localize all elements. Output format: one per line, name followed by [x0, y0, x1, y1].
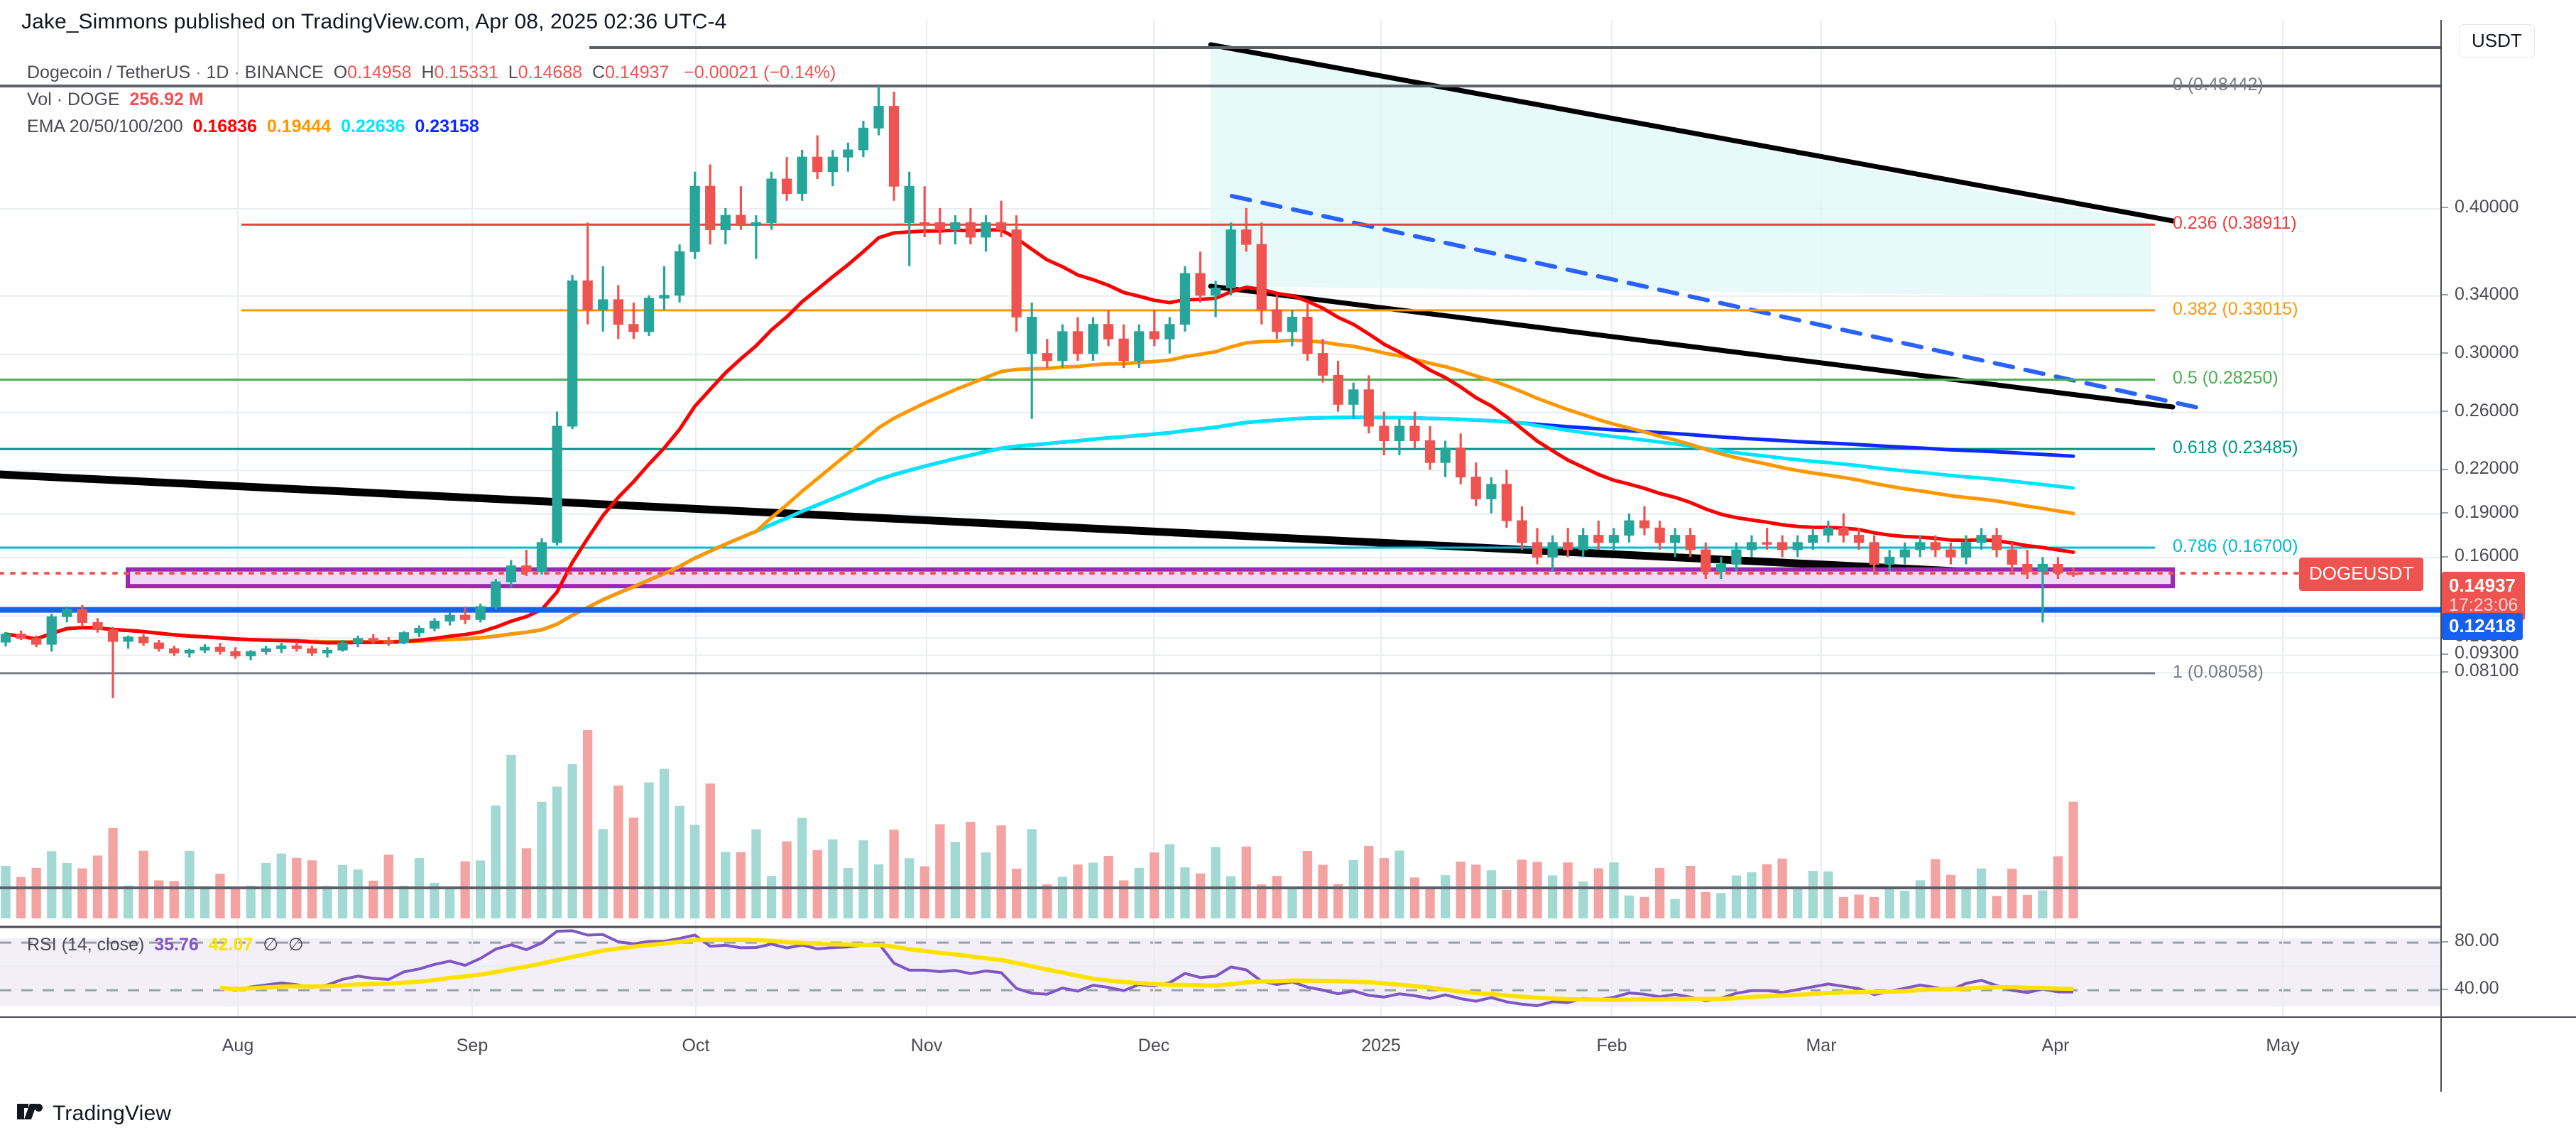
legend-volume-label: Vol · DOGE: [27, 89, 120, 109]
time-axis-tick-feb: Feb: [1596, 1036, 1627, 1055]
price-axis[interactable]: USDT 0.40000 0.34000 0.30000 0.26000 0.22000…: [2440, 20, 2576, 1016]
legend-volume-value: 256.92 M: [129, 89, 204, 109]
legend-high-key: H: [421, 63, 435, 82]
axis-tick-dash: [2442, 512, 2448, 514]
legend-ohlc-row[interactable]: Dogecoin / TetherUS · 1D · BINANCE O0.14…: [27, 64, 836, 82]
tradingview-logo[interactable]: TradingView: [17, 1102, 171, 1126]
time-axis[interactable]: Aug Sep Oct Nov Dec 2025 Feb Mar Apr May: [0, 1016, 2440, 1093]
price-axis-tick-6: 0.16000: [2442, 545, 2518, 566]
legend-ema100-value: 0.22636: [341, 116, 405, 136]
legend-low-key: L: [508, 63, 518, 82]
axis-tick-dash: [2442, 294, 2448, 296]
fib-label-2: 0.382 (0.33015): [2173, 298, 2298, 319]
fib-label-6: 1 (0.08058): [2173, 661, 2264, 682]
price-pane[interactable]: [0, 20, 2440, 928]
axis-tick-dash: [2442, 352, 2448, 354]
axis-corner: [2440, 1016, 2576, 1093]
time-axis-tick-oct: Oct: [682, 1036, 710, 1055]
footer: TradingView: [0, 1092, 2576, 1140]
last-price-badge[interactable]: 0.14937 17:23:06: [2442, 572, 2526, 621]
rsi-legend[interactable]: RSI (14, close) 35.76 42.07 ∅ ∅: [27, 934, 304, 955]
axis-tick-dash: [2442, 555, 2448, 558]
rsi-legend-empty-2: ∅: [288, 935, 304, 955]
legend-high-value: 0.15331: [434, 63, 498, 82]
time-axis-tick-may: May: [2266, 1036, 2300, 1055]
fib-label-3: 0.5 (0.28250): [2173, 368, 2278, 389]
time-axis-tick-mar: Mar: [1806, 1036, 1837, 1055]
legend-sep-2: ·: [234, 63, 240, 82]
legend-ema-label: EMA 20/50/100/200: [27, 116, 183, 136]
legend-volume-row[interactable]: Vol · DOGE 256.92 M: [27, 91, 836, 109]
price-pane-canvas: [0, 20, 2440, 928]
price-axis-tick-4: 0.22000: [2442, 458, 2518, 479]
axis-tick-dash: [2442, 468, 2448, 470]
legend-ema20-value: 0.16836: [192, 116, 257, 136]
tradingview-wordmark: TradingView: [53, 1102, 172, 1125]
price-axis-tick-0: 0.40000: [2442, 197, 2518, 217]
tradingview-mark-icon: [17, 1104, 43, 1119]
series-price-tag: DOGEUSDT: [2299, 558, 2424, 592]
last-price-countdown: 17:23:06: [2449, 595, 2518, 615]
rsi-legend-name: RSI (14, close): [27, 935, 145, 955]
legend-ema200-value: 0.23158: [415, 116, 479, 136]
fib-label-4: 0.618 (0.23485): [2173, 438, 2298, 458]
time-axis-tick-aug: Aug: [222, 1036, 254, 1055]
legend-sep-1: ·: [195, 63, 202, 82]
legend-close-value: 0.14937: [605, 63, 670, 82]
chart-legend: Dogecoin / TetherUS · 1D · BINANCE O0.14…: [27, 64, 836, 145]
ema200-price-badge[interactable]: 0.12418: [2442, 612, 2523, 641]
axis-tick-dash: [2442, 207, 2448, 209]
rsi-legend-value: 35.76: [154, 935, 199, 955]
price-axis-tick-5: 0.19000: [2442, 502, 2518, 523]
legend-symbol[interactable]: Dogecoin / TetherUS: [27, 63, 191, 82]
fib-label-0: 0 (0.48442): [2173, 75, 2264, 95]
time-axis-tick-apr: Apr: [2041, 1036, 2070, 1055]
axis-tick-dash: [2442, 653, 2448, 655]
rsi-axis-tick-1: 40.00: [2442, 978, 2499, 999]
price-axis-tick-2: 0.30000: [2442, 342, 2518, 363]
axis-tick-dash: [2442, 988, 2448, 990]
legend-open-key: O: [333, 63, 348, 82]
rsi-legend-empty-1: ∅: [263, 935, 278, 955]
price-axis-tick-10: 0.08100: [2442, 661, 2518, 681]
rsi-axis-tick-0: 80.00: [2442, 930, 2499, 951]
rsi-pane[interactable]: [0, 928, 2440, 1016]
axis-tick-dash: [2442, 411, 2448, 413]
price-axis-tick-3: 0.26000: [2442, 401, 2518, 421]
legend-interval[interactable]: 1D: [206, 63, 229, 82]
time-axis-tick-nov: Nov: [910, 1036, 943, 1055]
fib-label-5: 0.786 (0.16700): [2173, 536, 2298, 556]
fib-label-1: 0.236 (0.38911): [2173, 213, 2297, 234]
legend-open-value: 0.14958: [347, 63, 412, 82]
rsi-pane-canvas: [0, 928, 2440, 1016]
time-axis-tick-2025: 2025: [1361, 1036, 1401, 1055]
legend-close-key: C: [591, 63, 606, 82]
axis-tick-dash: [2442, 940, 2448, 943]
price-axis-tick-1: 0.34000: [2442, 284, 2518, 305]
time-axis-tick-sep: Sep: [456, 1036, 489, 1055]
rsi-legend-ma-value: 42.07: [208, 935, 253, 955]
legend-change: −0.00021 (−0.14%): [684, 63, 836, 82]
legend-ema50-value: 0.19444: [266, 116, 332, 136]
currency-chip[interactable]: USDT: [2459, 24, 2535, 58]
price-axis-tick-9: 0.09300: [2442, 643, 2518, 663]
publisher-header: Jake_Simmons published on TradingView.co…: [21, 10, 727, 33]
legend-exchange[interactable]: BINANCE: [244, 63, 324, 82]
last-price-value: 0.14937: [2449, 575, 2516, 597]
legend-ema-row[interactable]: EMA 20/50/100/200 0.16836 0.19444 0.2263…: [27, 118, 836, 136]
legend-low-value: 0.14688: [518, 63, 583, 82]
axis-tick-dash: [2442, 671, 2448, 673]
time-axis-tick-dec: Dec: [1137, 1036, 1170, 1055]
